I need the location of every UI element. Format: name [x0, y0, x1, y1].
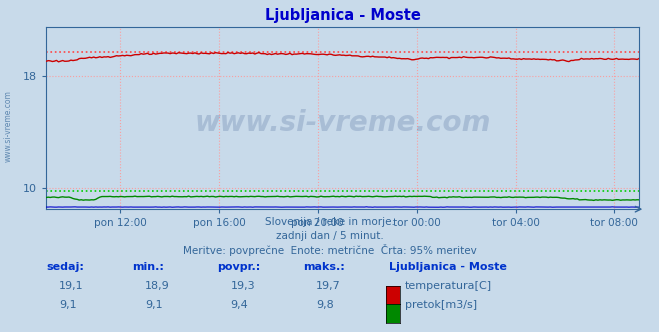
Text: www.si-vreme.com: www.si-vreme.com — [194, 109, 491, 137]
Text: Slovenija / reke in morje.: Slovenija / reke in morje. — [264, 217, 395, 227]
Text: temperatura[C]: temperatura[C] — [405, 281, 492, 290]
Text: maks.:: maks.: — [303, 262, 345, 272]
Text: 19,7: 19,7 — [316, 281, 341, 290]
Text: sedaj:: sedaj: — [46, 262, 84, 272]
Text: 19,1: 19,1 — [59, 281, 84, 290]
Text: 19,3: 19,3 — [231, 281, 255, 290]
Text: 9,8: 9,8 — [316, 300, 334, 310]
Text: 18,9: 18,9 — [145, 281, 170, 290]
Text: povpr.:: povpr.: — [217, 262, 261, 272]
Text: www.si-vreme.com: www.si-vreme.com — [3, 90, 13, 162]
Text: zadnji dan / 5 minut.: zadnji dan / 5 minut. — [275, 231, 384, 241]
Text: 9,4: 9,4 — [231, 300, 248, 310]
Text: min.:: min.: — [132, 262, 163, 272]
Text: 9,1: 9,1 — [145, 300, 163, 310]
Text: 9,1: 9,1 — [59, 300, 77, 310]
Title: Ljubljanica - Moste: Ljubljanica - Moste — [265, 8, 420, 23]
Text: pretok[m3/s]: pretok[m3/s] — [405, 300, 476, 310]
Text: Ljubljanica - Moste: Ljubljanica - Moste — [389, 262, 507, 272]
Text: Meritve: povprečne  Enote: metrične  Črta: 95% meritev: Meritve: povprečne Enote: metrične Črta:… — [183, 244, 476, 256]
